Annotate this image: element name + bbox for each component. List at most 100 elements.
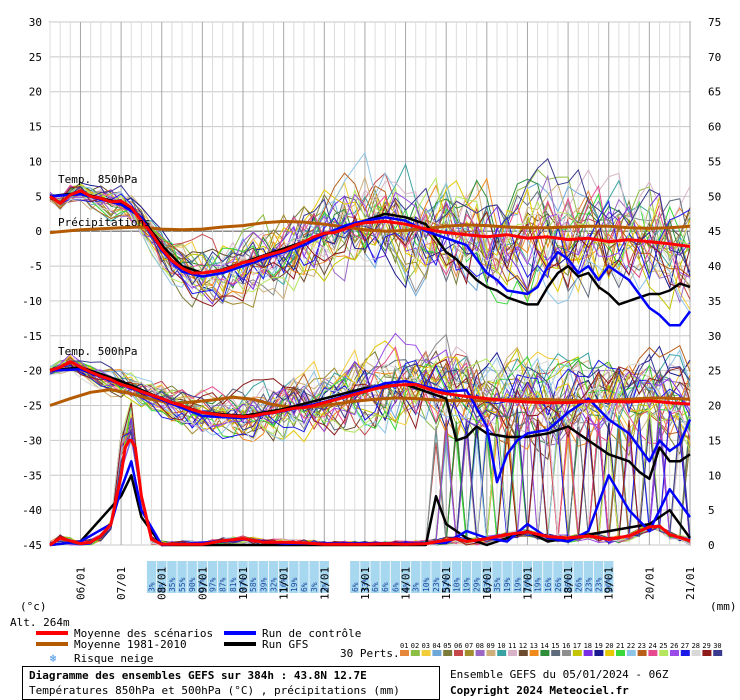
snow-risk-cell — [563, 561, 573, 593]
snow-risk-cell — [604, 561, 614, 593]
member-swatch — [702, 650, 712, 656]
snow-risk-value: 3% — [320, 582, 329, 592]
member-t850-line — [49, 186, 691, 307]
snow-risk-value: 6% — [300, 582, 309, 592]
snow-risk-value: 87% — [219, 577, 228, 592]
snow-risk-cell — [319, 561, 329, 593]
x-tick-label: 15/01 — [440, 567, 453, 600]
member-number: 20 — [605, 642, 613, 650]
member-number: 29 — [702, 642, 710, 650]
right-axis-unit: (mm) — [710, 600, 737, 613]
snow-risk-cell — [299, 561, 309, 593]
member-number: 02 — [411, 642, 419, 650]
x-tick-label: 16/01 — [481, 567, 494, 600]
footer-run-info: Ensemble GEFS du 05/01/2024 - 06Z — [450, 668, 669, 681]
snow-risk-cell — [350, 561, 360, 593]
x-tick-label: 08/01 — [156, 567, 169, 600]
snow-risk-cell — [268, 561, 279, 593]
member-swatch — [670, 650, 679, 656]
x-tick-label: 12/01 — [318, 567, 331, 600]
member-t500-line — [49, 353, 691, 431]
member-swatch — [562, 650, 571, 656]
right-tick-label: 40 — [708, 260, 721, 273]
right-tick-label: 35 — [708, 295, 721, 308]
member-number: 24 — [648, 642, 656, 650]
snow-risk-cell — [187, 561, 197, 593]
snow-risk-value: 29% — [473, 577, 482, 592]
member-swatch — [616, 650, 625, 656]
member-swatch — [529, 650, 539, 656]
member-swatch — [626, 650, 636, 656]
member-number: 19 — [594, 642, 602, 650]
snow-risk-cell — [248, 561, 258, 593]
snow-risk-cell — [370, 561, 380, 593]
series-t500-line — [49, 368, 692, 484]
snow-risk-cell — [157, 561, 167, 593]
member-t850-line — [49, 157, 691, 286]
member-number: 14 — [540, 642, 548, 650]
snow-risk-value: 19% — [513, 577, 522, 592]
x-tick-label: 18/01 — [562, 567, 575, 600]
member-number: 05 — [443, 642, 451, 650]
snow-risk-cell — [278, 561, 289, 593]
snow-risk-value: 23% — [595, 577, 604, 592]
member-swatch — [486, 650, 496, 656]
left-tick-label: 15 — [29, 121, 42, 134]
snow-risk-cell — [461, 561, 472, 593]
member-number: 06 — [454, 642, 462, 650]
member-swatch — [464, 650, 474, 656]
right-tick-label: 45 — [708, 225, 721, 238]
snow-risk-cell — [207, 561, 218, 593]
left-tick-label: -45 — [22, 539, 42, 552]
snow-risk-cell — [522, 561, 533, 593]
snow-risk-value: 90% — [188, 577, 197, 592]
snow-risk-value: 19% — [534, 577, 543, 592]
footer-copyright: Copyright 2024 Meteociel.fr — [450, 684, 629, 697]
x-tick-label: 07/01 — [115, 567, 128, 600]
member-t850-line — [49, 196, 691, 288]
member-swatch — [691, 650, 701, 656]
snow-risk-value: 6% — [402, 582, 411, 592]
snow-risk-cell — [583, 561, 594, 593]
footer-title-box: Diagramme des ensembles GEFS sur 384h : … — [22, 666, 440, 700]
snow-risk-value: 35% — [168, 577, 177, 592]
x-tick-label: 14/01 — [400, 567, 413, 600]
snow-risk-cell — [411, 561, 421, 593]
left-tick-label: 10 — [29, 155, 42, 168]
snow-risk-value: 26% — [605, 577, 614, 592]
member-number: 01 — [400, 642, 408, 650]
member-swatch — [540, 650, 550, 656]
right-tick-label: 60 — [708, 121, 721, 134]
member-swatch — [443, 650, 453, 656]
member-number: 09 — [486, 642, 494, 650]
member-swatch — [583, 650, 593, 656]
snow-risk-cell — [502, 561, 512, 593]
series-t500-line — [49, 360, 691, 419]
member-number: 22 — [627, 642, 635, 650]
member-number: 17 — [573, 642, 581, 650]
member-number: 16 — [562, 642, 570, 650]
chart-series — [49, 189, 692, 547]
snow-risk-value: 6% — [351, 582, 360, 592]
left-tick-label: 30 — [29, 16, 42, 29]
x-tick-label: 06/01 — [74, 567, 87, 600]
snow-risk-cell — [553, 561, 563, 593]
snow-risk-value: 81% — [229, 577, 238, 592]
snow-risk-cell — [238, 561, 248, 593]
x-tick-label: 11/01 — [278, 567, 291, 600]
member-swatch — [572, 650, 582, 656]
member-number: 18 — [584, 642, 592, 650]
member-number: 04 — [432, 642, 440, 650]
member-t500-line — [49, 333, 691, 431]
snow-risk-cell — [146, 561, 157, 593]
member-number: 10 — [497, 642, 505, 650]
snow-risk-value: 16% — [523, 577, 532, 592]
left-tick-label: -35 — [22, 469, 42, 482]
snow-risk-value: 23% — [432, 577, 441, 592]
member-number: 11 — [508, 642, 516, 650]
snow-risk-value: 26% — [564, 577, 573, 592]
member-t500-line — [49, 332, 691, 446]
member-number: 12 — [519, 642, 527, 650]
